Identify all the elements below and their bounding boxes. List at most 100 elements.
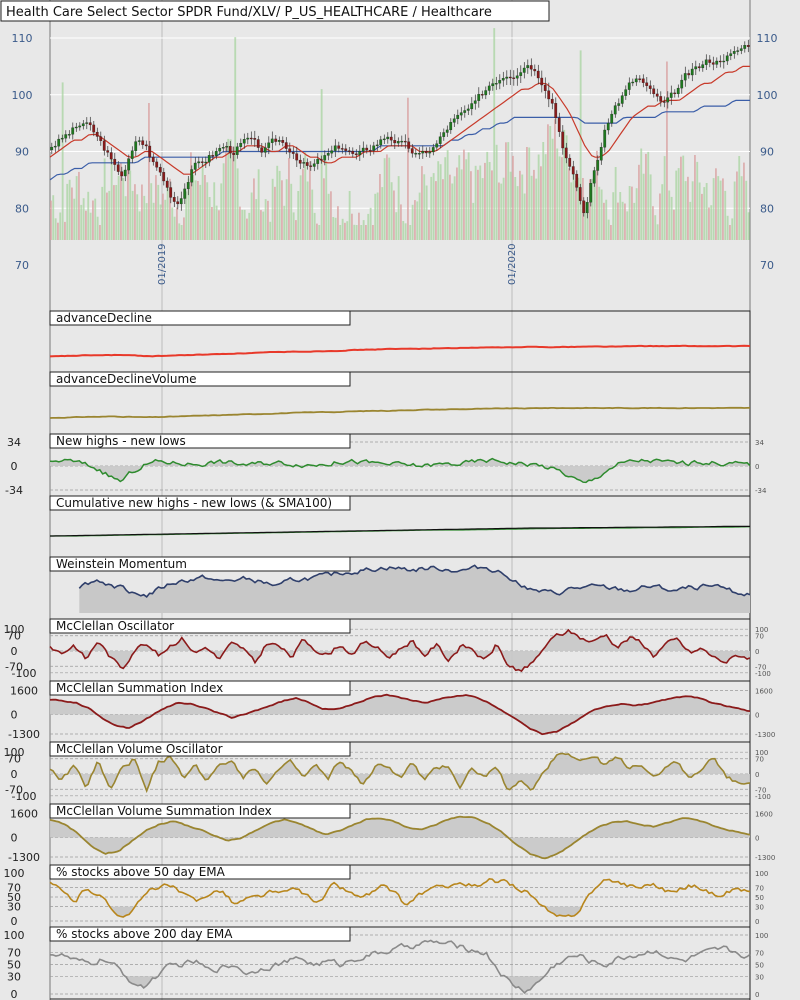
volume-bar [579,50,582,241]
panel-8-tick-right-2: 0 [755,771,759,779]
volume-bar [152,202,155,240]
panel-10-tick-left-1: 70 [7,881,21,894]
candle-body [410,148,414,154]
candle-body [722,60,726,63]
volume-bar [71,187,73,240]
candle-body [200,161,204,163]
volume-bar [323,178,325,240]
volume-bar [316,223,318,240]
candle-body [638,78,642,80]
price-tick-right-90: 90 [760,146,774,159]
panel-7-tick-left-2: -1300 [8,728,40,741]
volume-bar [708,207,710,240]
volume-bar [418,192,421,240]
volume-bar [78,171,80,240]
volume-bar [173,216,176,240]
volume-bar [733,181,736,240]
candle-body [235,146,239,155]
panel-10-tick-left-2: 50 [7,891,21,904]
volume-bar [309,161,311,240]
candle-body [256,139,260,148]
candle-body [120,171,124,177]
volume-bar [292,212,295,240]
candle-body [57,138,61,147]
volume-bar [605,199,608,240]
panel-10-tick-right-1: 70 [755,884,764,892]
volume-bar [215,205,218,240]
candle-body [113,158,117,165]
volume-bar [169,178,171,240]
volume-bar [456,167,458,240]
volume-bar [612,192,615,240]
panel-8-area [50,753,750,791]
volume-bar [626,211,629,240]
candle-body [613,105,617,115]
volume-bar [631,186,633,240]
volume-bar [617,202,619,240]
candle-body [617,103,621,106]
volume-bar [675,170,678,240]
volume-bar [712,178,715,240]
volume-bar [694,155,696,240]
panel-11-tick-right-4: 0 [755,991,759,999]
panel-6-title-box [49,618,351,634]
candle-body [662,101,666,103]
volume-bar [367,213,370,240]
candle-body [473,100,477,104]
candle-body [144,144,148,147]
volume-bar [507,142,510,240]
panel-8-tick-left-3: -70 [5,783,23,796]
candle-body [330,150,334,154]
volume-bar [248,212,251,240]
volume-bar [229,139,232,240]
candle-body [246,137,250,140]
panel-6-tick-right-2: 0 [755,648,759,656]
panel-3-tick-left-2: -34 [5,484,23,497]
volume-bar [435,181,437,240]
panel-11-tick-right-3: 30 [755,973,764,981]
volume-bar [54,218,57,240]
volume-bar [719,180,722,240]
volume-bar [89,212,92,240]
panel-8-tick-right-1: 70 [755,756,764,764]
volume-bar [710,205,713,240]
panel-3-tick-left-0: 34 [7,436,21,449]
volume-bar [430,176,433,240]
candle-body [382,138,386,141]
volume-bar [337,206,339,240]
volume-bar [236,168,239,240]
candle-body [540,77,544,86]
volume-bar [682,155,685,240]
volume-bar [593,173,596,240]
candle-body [267,142,271,148]
candle-body [263,147,267,153]
volume-bar [633,202,636,240]
volume-bar [383,158,386,240]
volume-bar [722,178,724,240]
candle-body [568,157,572,167]
volume-bar [586,212,589,240]
candle-body [354,153,358,156]
candle-body [211,155,215,157]
volume-bar [92,200,94,240]
candle-body [204,161,208,164]
panel-1-title: advanceDecline [56,311,152,325]
panel-11-title: % stocks above 200 day EMA [56,927,233,941]
volume-bar [600,189,603,240]
candle-body [522,67,526,73]
candle-body [484,90,488,96]
candle-body [690,68,694,76]
volume-bar [157,184,160,240]
candle-body [281,140,285,143]
candle-body [718,60,722,63]
volume-bar [388,157,391,240]
candle-body [746,45,750,47]
volume-bar [358,212,360,240]
volume-bar [264,199,267,240]
volume-bar [211,207,213,240]
candle-body [232,152,236,155]
candle-body [491,83,495,87]
volume-bar [355,225,358,240]
volume-bar [495,144,498,240]
candle-body [543,84,547,91]
